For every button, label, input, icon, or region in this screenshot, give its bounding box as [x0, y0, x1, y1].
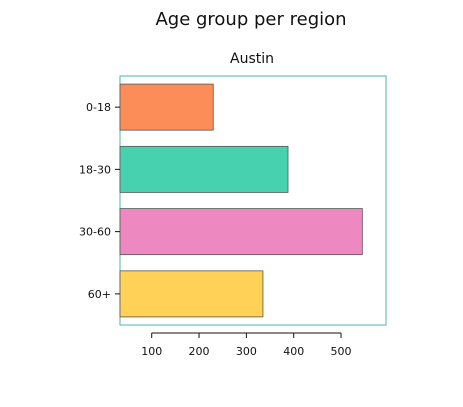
x-tick-label-400: 400	[283, 345, 304, 358]
y-tick-label-30-60: 30-60	[79, 226, 111, 239]
y-tick-label-60+: 60+	[88, 288, 111, 301]
bar-30-60	[119, 208, 363, 256]
bar-0-18	[119, 83, 214, 131]
y-tick-label-0-18: 0-18	[86, 101, 111, 114]
y-tick-label-18-30: 18-30	[79, 163, 111, 176]
x-tick-label-100: 100	[141, 345, 162, 358]
chart-subtitle: Austin	[230, 51, 274, 67]
chart-title: Age group per region	[155, 9, 346, 30]
bar-18-30	[119, 145, 289, 193]
x-tick-label-500: 500	[331, 345, 352, 358]
plot-frame	[119, 75, 387, 326]
plot-area: 0-18 18-30 30-60 60+ 100 200 300 400 500	[79, 75, 387, 358]
x-tick-label-300: 300	[236, 345, 257, 358]
bar-60+	[119, 270, 264, 318]
x-tick-label-200: 200	[189, 345, 210, 358]
